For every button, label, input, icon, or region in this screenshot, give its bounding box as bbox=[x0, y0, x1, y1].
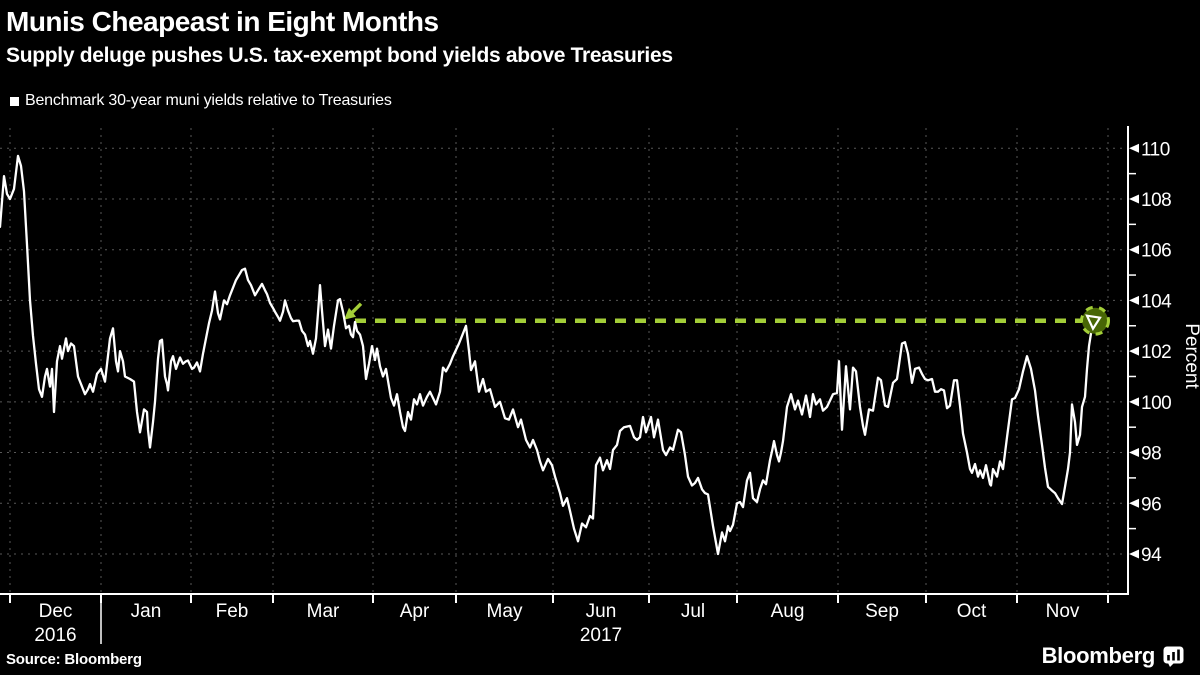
legend-label: Benchmark 30-year muni yields relative t… bbox=[25, 92, 392, 109]
y-tick-label: 104 bbox=[1141, 291, 1172, 312]
bloomberg-brand: Bloomberg bbox=[1042, 643, 1184, 669]
reference-start-arrowhead bbox=[344, 307, 356, 320]
bloomberg-logo-icon bbox=[1163, 646, 1184, 667]
series-line bbox=[0, 154, 1097, 556]
y-tick-label: 94 bbox=[1141, 545, 1162, 566]
y-axis-major-tick bbox=[1129, 498, 1139, 508]
y-axis-major-tick bbox=[1129, 245, 1139, 255]
x-tick-label-month: Jul bbox=[681, 601, 705, 622]
x-tick-label-year: 2017 bbox=[580, 625, 622, 646]
x-tick-label-month: Apr bbox=[400, 601, 430, 622]
y-axis-major-tick bbox=[1129, 194, 1139, 204]
x-tick-label-month: Jun bbox=[586, 601, 617, 622]
x-tick-label-year: 2016 bbox=[34, 625, 76, 646]
x-tick-label-month: Nov bbox=[1046, 601, 1080, 622]
x-tick-label-month: Feb bbox=[216, 601, 249, 622]
y-tick-label: 96 bbox=[1141, 494, 1161, 515]
chart-legend: Benchmark 30-year muni yields relative t… bbox=[10, 92, 392, 110]
x-tick-label-month: Aug bbox=[771, 601, 805, 622]
y-axis-major-tick bbox=[1129, 346, 1139, 356]
end-marker-pointer bbox=[1085, 314, 1102, 331]
chart-title: Munis Cheapeast in Eight Months bbox=[6, 6, 439, 37]
y-axis-major-tick bbox=[1129, 295, 1139, 305]
y-tick-label: 102 bbox=[1141, 342, 1171, 363]
y-tick-label: 110 bbox=[1141, 139, 1170, 160]
y-axis-title: Percent bbox=[1181, 323, 1200, 389]
y-tick-label: 106 bbox=[1141, 241, 1171, 262]
legend-swatch-icon bbox=[10, 96, 19, 106]
y-axis-major-tick bbox=[1129, 143, 1139, 153]
x-tick-label-month: May bbox=[487, 601, 523, 622]
y-axis-major-tick bbox=[1129, 448, 1139, 458]
y-axis-major-tick bbox=[1129, 549, 1139, 559]
chart-subtitle: Supply deluge pushes U.S. tax-exempt bon… bbox=[6, 44, 673, 67]
end-marker-dashed-ring bbox=[1080, 305, 1110, 336]
y-tick-label: 100 bbox=[1141, 393, 1171, 414]
x-tick-label-month: Oct bbox=[957, 601, 987, 622]
y-tick-label: 108 bbox=[1141, 190, 1171, 211]
x-tick-label-month: Dec bbox=[39, 601, 73, 622]
source-credit: Source: Bloomberg bbox=[6, 651, 142, 668]
x-tick-label-month: Mar bbox=[307, 601, 340, 622]
end-marker-circle bbox=[1082, 307, 1108, 334]
x-tick-label-month: Jan bbox=[131, 601, 162, 622]
y-tick-label: 98 bbox=[1141, 444, 1161, 465]
bloomberg-wordmark: Bloomberg bbox=[1041, 643, 1156, 668]
y-axis-major-tick bbox=[1129, 397, 1139, 407]
x-tick-label-month: Sep bbox=[865, 601, 899, 622]
